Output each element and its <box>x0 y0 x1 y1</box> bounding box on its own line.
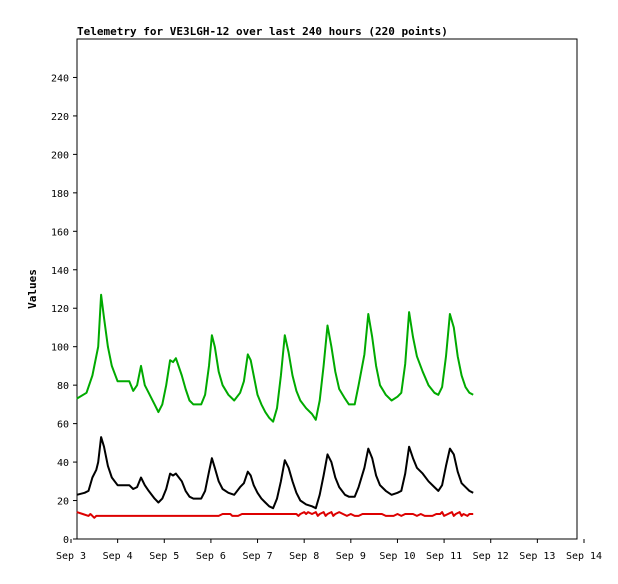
x-tick-label: Sep 14 <box>566 551 602 562</box>
x-tick-label: Sep 5 <box>149 551 179 562</box>
y-tick-label: 200 <box>51 150 69 161</box>
x-tick-label: Sep 6 <box>196 551 226 562</box>
y-tick-label: 0 <box>63 535 69 546</box>
y-axis-label: Values <box>26 269 39 309</box>
y-axis: 0 20 40 60 80 100 120 140 160 180 200 220 240 <box>51 73 77 546</box>
x-tick-label: Sep 12 <box>473 551 509 562</box>
x-tick-label: Sep 13 <box>519 551 555 562</box>
y-tick-label: 100 <box>51 343 69 354</box>
y-tick-label: 20 <box>57 497 69 508</box>
y-tick-label: 140 <box>51 266 69 277</box>
x-axis: Sep 3 Sep 4 Sep 5 Sep 6 Sep 7 Sep 8 Sep 9 Sep 1… <box>56 539 602 562</box>
chart-title: Telemetry for VE3LGH-12 over last 240 ho… <box>77 25 448 38</box>
y-tick-label: 180 <box>51 189 69 200</box>
plot-frame <box>76 38 578 540</box>
x-tick-label: Sep 11 <box>426 551 462 562</box>
x-tick-label: Sep 8 <box>289 551 319 562</box>
x-tick-label: Sep 3 <box>56 551 86 562</box>
y-tick-label: 80 <box>57 381 69 392</box>
x-tick-label: Sep 10 <box>379 551 415 562</box>
x-tick-label: Sep 9 <box>336 551 366 562</box>
x-tick-label: Sep 7 <box>242 551 272 562</box>
series-line-2 <box>76 511 474 519</box>
y-tick-label: 240 <box>51 73 69 84</box>
y-tick-label: 160 <box>51 227 69 238</box>
y-tick-label: 60 <box>57 420 69 431</box>
series-line-0 <box>76 293 474 423</box>
x-tick-label: Sep 4 <box>103 551 133 562</box>
series-line-1 <box>76 436 474 510</box>
y-tick-label: 220 <box>51 112 69 123</box>
y-tick-label: 120 <box>51 304 69 315</box>
series-layer <box>76 293 474 519</box>
y-tick-label: 40 <box>57 458 69 469</box>
